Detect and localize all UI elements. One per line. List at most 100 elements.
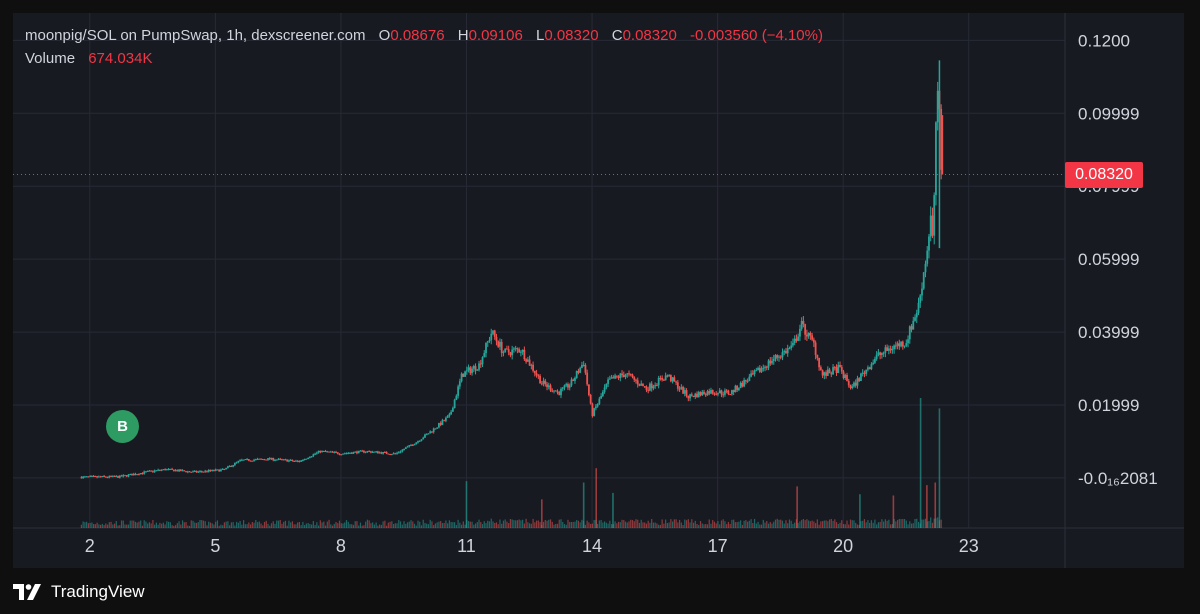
candle-body	[345, 453, 348, 455]
candle-body	[254, 459, 257, 461]
candle-body	[324, 451, 327, 453]
y-tick-label: 0.01999	[1078, 396, 1139, 415]
candle-body	[713, 393, 716, 395]
volume-bar	[419, 521, 421, 528]
y-tick-label: 0.1200	[1078, 31, 1130, 50]
volume-bar	[783, 523, 785, 528]
candle-body	[270, 457, 273, 460]
candle-body	[385, 452, 388, 454]
candle-body	[153, 470, 156, 472]
candle-body	[301, 460, 304, 462]
candle-body	[549, 385, 552, 391]
candle-body	[905, 343, 908, 346]
volume-bar	[867, 520, 869, 528]
candle-body	[129, 473, 132, 475]
candle-body	[542, 380, 545, 384]
volume-bar	[590, 523, 592, 528]
volume-bar	[234, 525, 236, 528]
candle-body	[338, 453, 341, 455]
candle-body	[240, 459, 243, 461]
candle-body	[232, 465, 235, 467]
volume-bar	[706, 524, 709, 528]
candle-body	[124, 475, 126, 477]
volume-bar	[91, 522, 93, 528]
candle-body	[600, 396, 603, 399]
volume-bar	[523, 523, 525, 528]
candle-body	[703, 391, 705, 395]
candle-body	[558, 391, 561, 396]
candle-body	[729, 394, 732, 396]
volume-bar	[872, 522, 874, 528]
volume-spike	[919, 398, 922, 528]
candle-body	[87, 476, 90, 478]
volume-bar	[747, 521, 749, 528]
candle-body	[418, 440, 421, 442]
candle-body	[422, 437, 425, 440]
buy-marker[interactable]: B	[106, 410, 139, 443]
candle-body	[565, 384, 568, 386]
volume-bar	[794, 522, 796, 528]
volume-bar	[609, 520, 611, 528]
volume-bar	[188, 525, 191, 528]
volume-bar	[607, 523, 609, 528]
candle-body	[751, 373, 754, 375]
candle-body	[188, 471, 191, 473]
volume-bar	[307, 523, 309, 528]
volume-bar	[537, 520, 539, 528]
candle-body	[710, 390, 712, 394]
volume-bar	[166, 521, 168, 528]
volume-bar	[87, 523, 89, 528]
candle-body	[366, 451, 369, 453]
candle-body	[931, 215, 934, 236]
volume-bar	[874, 519, 876, 528]
candle-body	[767, 360, 770, 368]
candle-body	[657, 377, 660, 386]
volume-bar	[672, 521, 674, 528]
candle-body	[295, 460, 297, 462]
volume-spike	[541, 499, 543, 528]
candle-body	[683, 390, 686, 394]
volume-bar	[860, 521, 862, 528]
volume-bar	[710, 523, 712, 528]
candle-body	[504, 348, 507, 353]
candle-body	[788, 348, 791, 350]
candle-body	[424, 434, 426, 438]
volume-bar	[677, 522, 679, 528]
volume-bar	[455, 524, 457, 528]
candle-body	[457, 386, 460, 396]
volume-bar	[713, 521, 716, 528]
candle-body	[605, 383, 608, 388]
volume-bar	[879, 521, 881, 528]
volume-bar	[856, 524, 859, 528]
volume-bar	[270, 523, 273, 528]
candle-body	[263, 459, 266, 461]
volume-bar	[415, 525, 417, 528]
candle-body	[329, 451, 332, 453]
volume-bar	[764, 522, 766, 528]
candle-body	[540, 383, 543, 385]
candle-body	[849, 385, 852, 388]
y-tick-label: 0.03999	[1078, 323, 1139, 342]
candle-body	[96, 476, 99, 478]
candle-body	[408, 445, 411, 447]
volume-bar	[396, 523, 398, 528]
candle-body	[628, 373, 630, 375]
volume-bar	[452, 522, 454, 528]
candle-body	[669, 375, 672, 382]
candle-body	[643, 386, 646, 388]
candlestick-chart[interactable]: 0.12000.099990.079990.059990.039990.0199…	[13, 13, 1184, 568]
volume-bar	[263, 521, 266, 528]
footer: TradingView	[13, 578, 145, 606]
volume-bar	[928, 521, 930, 528]
tradingview-brand[interactable]: TradingView	[51, 582, 145, 601]
candle-body	[891, 349, 894, 351]
candle-body	[652, 386, 655, 389]
candle-body	[901, 341, 904, 347]
volume-bar	[354, 521, 356, 528]
chart-panel[interactable]: 0.12000.099990.079990.059990.039990.0199…	[13, 13, 1184, 568]
candle-body	[907, 339, 909, 344]
candle-body	[685, 390, 688, 396]
candle-body	[692, 395, 695, 397]
volume-bar	[771, 523, 773, 528]
candle-body	[495, 336, 498, 342]
